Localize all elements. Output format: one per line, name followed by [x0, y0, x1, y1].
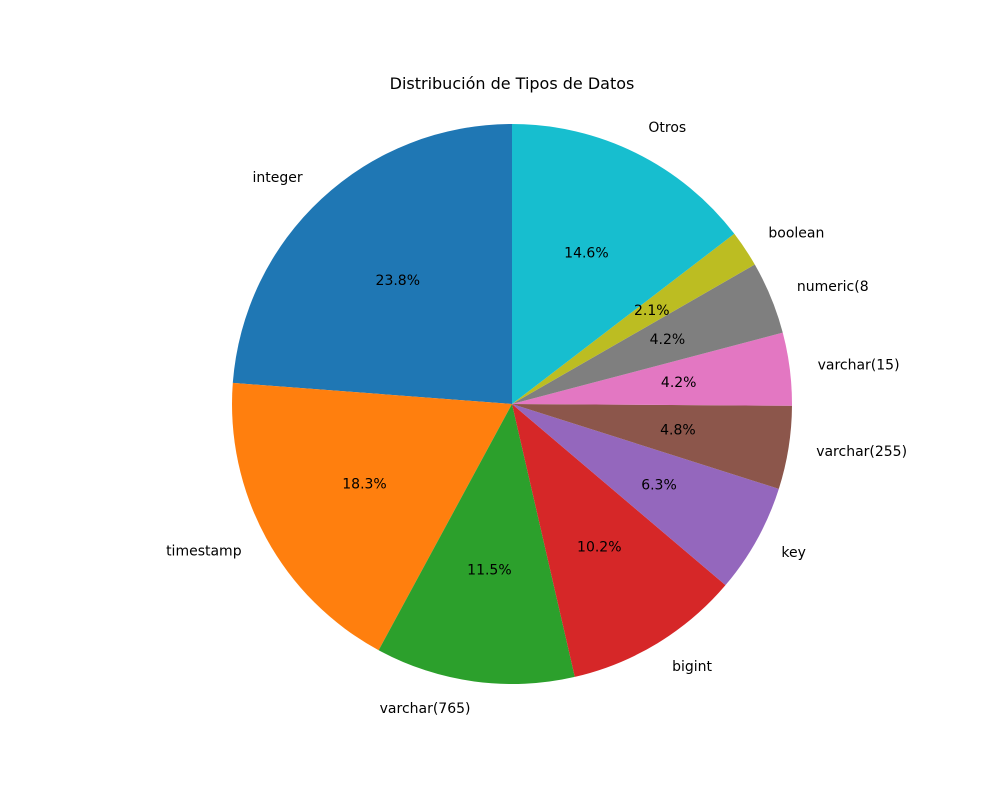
- chart-title: Distribución de Tipos de Datos: [390, 74, 635, 93]
- slice-category-label: integer: [252, 170, 302, 186]
- pie-slice-numeric-8: [512, 264, 783, 404]
- pie-slice-integer: [232, 124, 513, 404]
- pie-slice-bigint: [512, 404, 726, 677]
- slice-percent-label: 4.2%: [650, 332, 686, 348]
- pie-slice-boolean: [512, 233, 755, 404]
- slice-category-label: bigint: [672, 659, 712, 675]
- slice-percent-label: 10.2%: [577, 540, 621, 556]
- slice-category-label: varchar(255): [816, 444, 907, 460]
- pie-slice-key: [512, 404, 779, 586]
- slice-percent-label: 23.8%: [376, 273, 420, 289]
- slice-category-label: timestamp: [166, 544, 242, 560]
- pie-labels: 23.8% integer 18.3% timestamp 11.5% varchar(7…: [166, 120, 907, 717]
- pie-slice-varchar-15: [512, 332, 792, 406]
- pie-slice-timestamp: [232, 382, 512, 651]
- pie-slices: [232, 124, 792, 685]
- slice-percent-label: 6.3%: [641, 477, 677, 493]
- pie-slice-otros: [512, 124, 735, 404]
- pie-slice-varchar-255: [512, 404, 792, 489]
- slice-category-label: varchar(15): [818, 357, 900, 373]
- slice-percent-label: 4.2%: [661, 375, 697, 391]
- slice-percent-label: 4.8%: [660, 422, 696, 438]
- slice-percent-label: 18.3%: [342, 477, 386, 493]
- slice-category-label: varchar(765): [380, 701, 471, 717]
- slice-category-label: key: [781, 545, 806, 561]
- slice-percent-label: 14.6%: [564, 245, 608, 261]
- slice-percent-label: 11.5%: [467, 563, 511, 579]
- slice-percent-label: 2.1%: [634, 303, 670, 319]
- pie-slice-varchar-765: [378, 404, 575, 685]
- slice-category-label: boolean: [768, 225, 824, 241]
- slice-category-label: Otros: [648, 120, 686, 136]
- slice-category-label: numeric(8: [797, 279, 869, 295]
